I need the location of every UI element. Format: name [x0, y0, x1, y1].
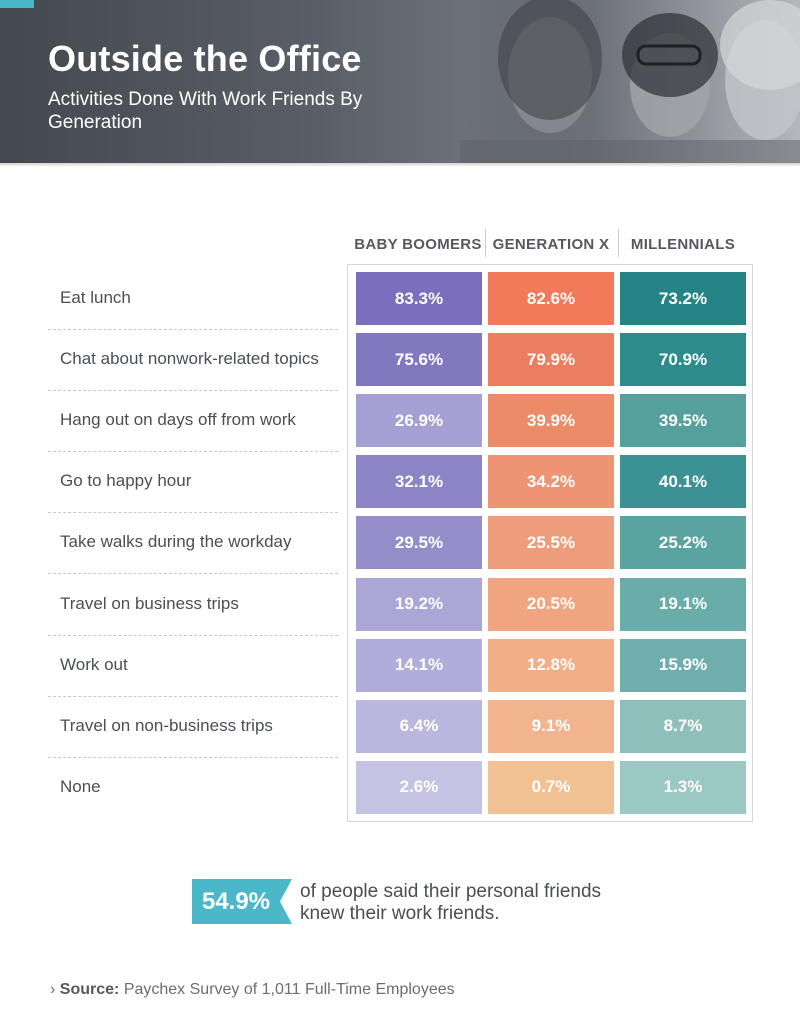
table-cell: 25.5%	[488, 516, 614, 570]
source-label: Source:	[59, 981, 120, 998]
page-title: Outside the Office	[48, 38, 362, 79]
table-cell: 15.9%	[620, 638, 746, 692]
accent-bar	[0, 0, 34, 8]
table-cell: 73.2%	[620, 272, 746, 325]
table-cell: 39.5%	[620, 394, 746, 448]
row-separator	[48, 329, 338, 330]
table-cell: 70.9%	[620, 333, 746, 387]
row-separator	[48, 390, 338, 392]
callout-text: of people said their personal friends kn…	[300, 881, 602, 924]
row-label: Eat lunch	[60, 288, 131, 307]
row-separator	[48, 695, 338, 697]
column-divider	[618, 229, 619, 257]
row-separator	[48, 634, 338, 636]
header-banner: Outside the Office Activities Done With …	[0, 0, 800, 163]
table-cell: 79.9%	[488, 333, 614, 387]
table-cell: 82.6%	[488, 272, 614, 325]
table-cell: 12.8%	[488, 638, 614, 692]
table-cell: 0.7%	[488, 760, 614, 814]
row-label: Travel on business trips	[60, 593, 239, 613]
column-header-generation-x: GENERATION X	[492, 236, 610, 253]
column-divider	[485, 229, 486, 257]
table-cell: 32.1%	[356, 455, 482, 509]
source-note: › Source: Paychex Survey of 1,011 Full-T…	[50, 981, 455, 999]
chevron-right-icon: ›	[50, 981, 56, 998]
table-cell: 14.1%	[356, 638, 482, 692]
table-cell: 83.3%	[356, 272, 482, 325]
table-cell: 2.6%	[356, 760, 482, 814]
banner-shadow	[0, 163, 800, 167]
row-label: Travel on non-business trips	[60, 715, 273, 735]
row-label: Hang out on days off from work	[60, 410, 296, 430]
table-cell: 19.2%	[356, 577, 482, 631]
header-photo	[460, 0, 800, 163]
table-cell: 75.6%	[356, 333, 482, 387]
column-header-baby-boomers: BABY BOOMERS	[354, 236, 482, 253]
callout-badge	[192, 879, 292, 924]
table-cell: 39.9%	[488, 394, 614, 448]
table-cell: 29.5%	[356, 516, 482, 570]
table-cell: 1.3%	[620, 760, 746, 814]
table-cell: 25.2%	[620, 516, 746, 570]
row-label: Take walks during the workday	[60, 532, 292, 552]
table-cell: 26.9%	[356, 394, 482, 448]
table-cell: 34.2%	[488, 455, 614, 509]
row-label: None	[60, 776, 101, 796]
row-separator	[48, 512, 338, 514]
table-cell: 20.5%	[488, 577, 614, 631]
table-cell: 19.1%	[620, 577, 746, 631]
callout-value: 54.9%	[201, 887, 271, 915]
row-label: Go to happy hour	[60, 471, 192, 491]
table-cell: 9.1%	[488, 699, 614, 753]
row-separator	[48, 756, 338, 758]
table-cell: 40.1%	[620, 455, 746, 509]
row-separator	[48, 451, 338, 453]
page-subtitle: Activities Done With Work Friends By Gen…	[48, 89, 363, 133]
table-cell: 8.7%	[620, 699, 746, 753]
row-separator	[48, 573, 338, 575]
row-label: Chat about nonwork-related topics	[60, 349, 319, 369]
data-grid-frame	[347, 264, 753, 822]
source-text: Paychex Survey of 1,011 Full-Time Employ…	[123, 981, 455, 998]
column-header-millennials: MILLENNIALS	[630, 236, 736, 253]
row-label: Work out	[60, 654, 128, 674]
table-cell: 6.4%	[356, 699, 482, 753]
